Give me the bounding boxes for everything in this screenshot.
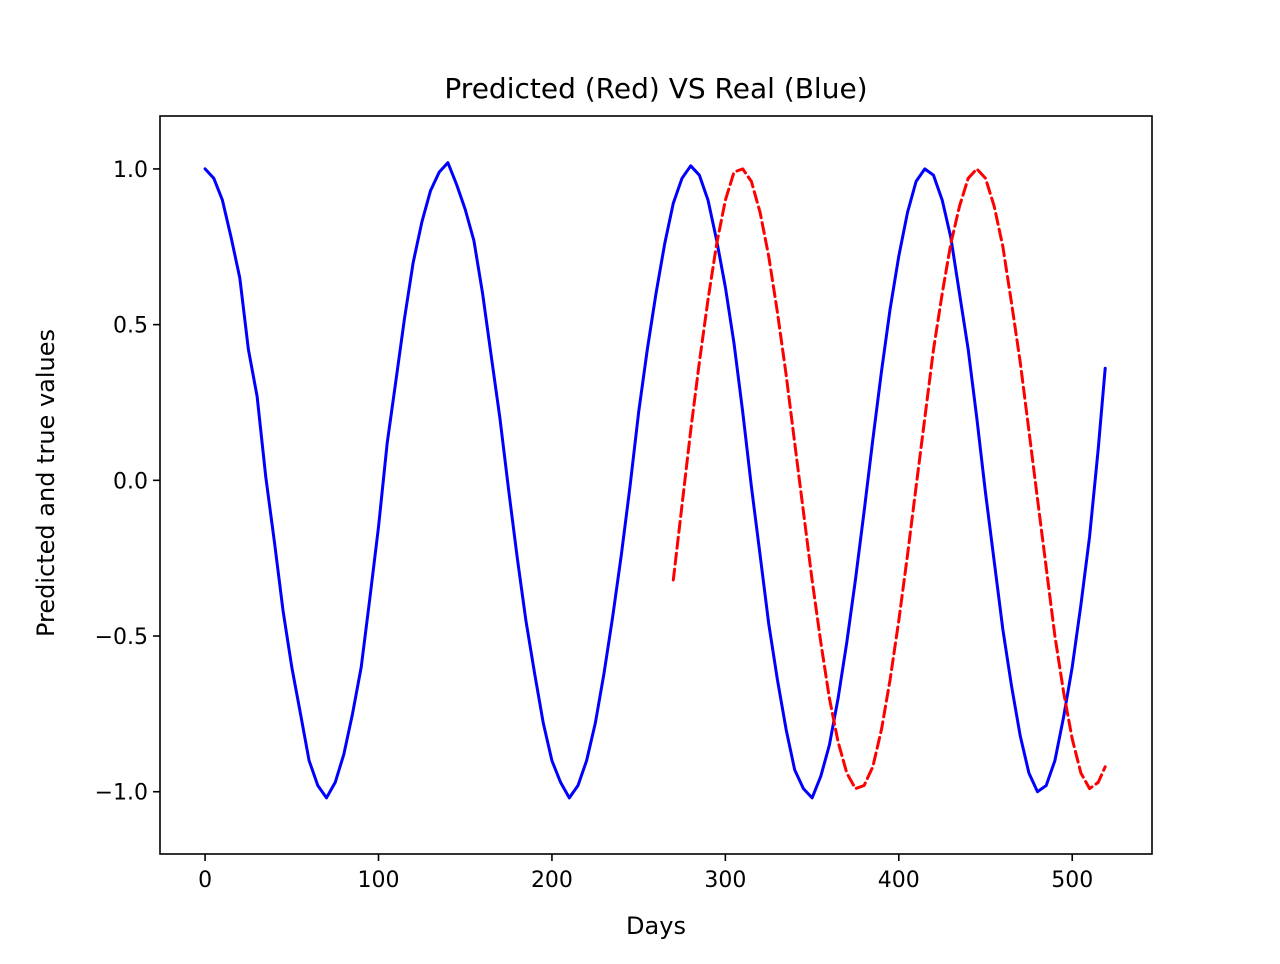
x-tick-label: 500 <box>1051 868 1093 893</box>
y-axis-label: Predicted and true values <box>32 329 60 637</box>
y-axis: −1.0 −0.5 0.0 0.5 1.0 <box>95 158 160 806</box>
x-tick-label: 300 <box>704 868 746 893</box>
x-tick-label: 0 <box>198 868 212 893</box>
plot-area <box>159 115 1153 855</box>
series-group <box>203 161 1107 800</box>
plot-frame <box>159 115 1153 855</box>
x-tick-label: 200 <box>531 868 573 893</box>
chart-title: Predicted (Red) VS Real (Blue) <box>444 72 867 105</box>
x-axis-label: Days <box>626 912 686 940</box>
predicted-series-line <box>671 167 1107 791</box>
y-tick-label: 1.0 <box>113 158 148 183</box>
y-tick-label: 0.5 <box>113 314 148 339</box>
x-tick-label: 400 <box>878 868 920 893</box>
y-tick-label: −0.5 <box>95 625 148 650</box>
real-series-line <box>203 161 1107 800</box>
x-tick-label: 100 <box>358 868 400 893</box>
y-tick-label: −1.0 <box>95 781 148 806</box>
y-tick-label: 0.0 <box>113 469 148 494</box>
x-axis: 0 100 200 300 400 500 <box>198 854 1093 893</box>
